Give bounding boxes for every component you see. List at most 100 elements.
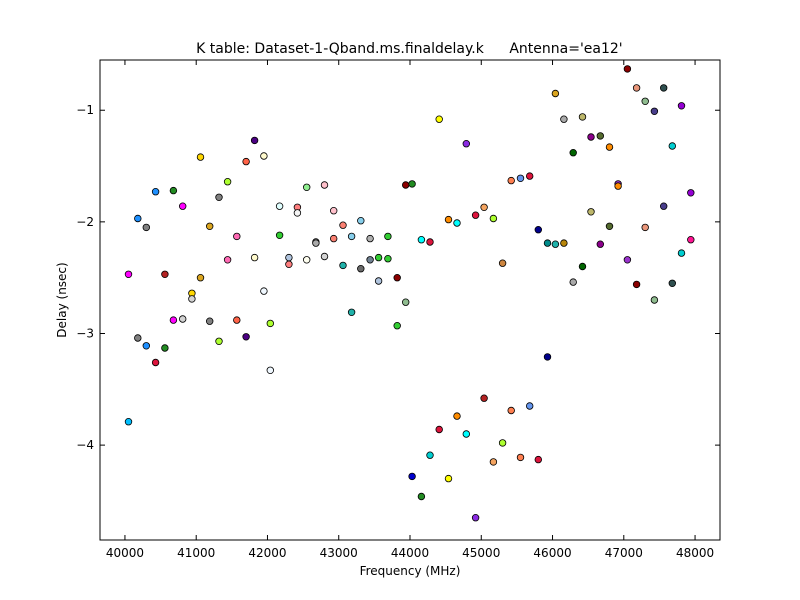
data-point-97 [551, 240, 560, 248]
data-point-33 [266, 366, 274, 374]
data-point-67 [417, 492, 426, 501]
y-tick-label-0: −4 [76, 438, 94, 452]
data-point-111 [614, 182, 622, 190]
data-point-7 [151, 358, 160, 367]
data-point-85 [498, 439, 507, 447]
data-point-28 [250, 136, 259, 145]
data-point-32 [266, 319, 274, 328]
data-point-41 [303, 256, 311, 264]
data-point-49 [339, 261, 347, 270]
data-point-25 [233, 316, 241, 324]
data-point-2 [134, 214, 142, 223]
x-tick-label-2: 42000 [248, 546, 286, 560]
axis-ticks: 40000 41000 42000 43000 44000 45000 46000 47000… [76, 60, 720, 560]
data-point-127 [687, 235, 695, 244]
data-point-78 [471, 211, 480, 219]
data-point-114 [632, 84, 641, 92]
data-point-57 [374, 277, 383, 285]
data-point-106 [596, 132, 604, 140]
data-point-24 [233, 232, 241, 241]
data-point-56 [374, 253, 383, 262]
data-point-68 [426, 238, 434, 246]
data-point-126 [687, 189, 695, 197]
data-point-11 [169, 316, 178, 324]
data-point-34 [275, 202, 284, 210]
data-point-113 [623, 256, 632, 264]
data-point-124 [677, 102, 686, 110]
data-point-58 [384, 232, 392, 241]
data-point-89 [516, 453, 525, 462]
data-point-61 [393, 322, 401, 330]
data-point-66 [417, 235, 426, 244]
data-point-99 [560, 239, 568, 247]
data-point-81 [480, 394, 488, 402]
data-point-117 [641, 223, 649, 232]
data-point-30 [260, 152, 268, 160]
data-point-70 [435, 115, 443, 123]
x-tick-label-7: 47000 [605, 546, 643, 560]
data-point-53 [357, 265, 365, 273]
data-point-63 [402, 298, 410, 306]
data-point-27 [242, 333, 250, 341]
data-point-16 [196, 153, 205, 161]
y-tick-label-2: −2 [76, 215, 94, 229]
chart-title: K table: Dataset-1-Qband.ms.finaldelay.k [196, 41, 485, 57]
data-point-109 [605, 222, 614, 230]
data-point-108 [605, 143, 614, 151]
data-point-59 [384, 255, 392, 263]
data-point-5 [142, 342, 150, 350]
data-point-120 [660, 84, 668, 92]
x-tick-label-0: 40000 [106, 546, 144, 560]
data-point-10 [169, 186, 178, 195]
data-point-116 [641, 97, 649, 105]
data-point-60 [393, 274, 401, 282]
data-point-79 [471, 514, 480, 522]
data-point-102 [578, 113, 587, 121]
data-point-26 [242, 157, 250, 166]
data-point-37 [285, 260, 293, 268]
data-point-15 [188, 295, 196, 303]
data-point-55 [366, 256, 374, 264]
data-point-13 [178, 315, 187, 323]
data-point-46 [330, 206, 338, 215]
data-point-119 [650, 296, 659, 304]
data-point-73 [444, 474, 453, 483]
data-point-115 [632, 280, 641, 289]
data-point-95 [543, 353, 552, 361]
data-point-9 [161, 344, 169, 352]
data-point-17 [196, 274, 205, 282]
data-point-80 [480, 203, 488, 211]
y-tick-label-1: −3 [76, 326, 94, 340]
y-tick-label-3: −1 [76, 103, 94, 117]
data-point-47 [330, 234, 338, 243]
data-point-22 [223, 177, 232, 186]
data-point-74 [453, 219, 461, 227]
data-point-87 [507, 406, 515, 415]
data-point-112 [623, 65, 632, 73]
data-point-121 [660, 202, 668, 210]
plot-frame [99, 59, 721, 541]
data-point-104 [587, 133, 595, 141]
data-point-0 [124, 270, 133, 278]
x-tick-label-4: 44000 [391, 546, 429, 560]
data-point-39 [293, 209, 302, 217]
data-point-84 [498, 259, 507, 267]
data-point-86 [507, 176, 515, 185]
data-point-64 [408, 180, 416, 188]
data-point-8 [161, 270, 169, 278]
x-axis-label: Frequency (MHz) [360, 564, 461, 578]
data-points [124, 65, 695, 522]
data-point-103 [578, 262, 587, 271]
data-point-77 [462, 430, 470, 438]
data-point-125 [677, 249, 686, 257]
data-point-118 [650, 107, 659, 115]
x-tick-label-3: 43000 [320, 546, 358, 560]
data-point-23 [223, 256, 232, 264]
data-point-3 [134, 334, 142, 342]
data-point-4 [142, 223, 150, 232]
data-point-52 [357, 216, 365, 225]
data-point-75 [453, 412, 461, 420]
data-point-93 [534, 455, 542, 464]
data-point-96 [551, 89, 560, 98]
